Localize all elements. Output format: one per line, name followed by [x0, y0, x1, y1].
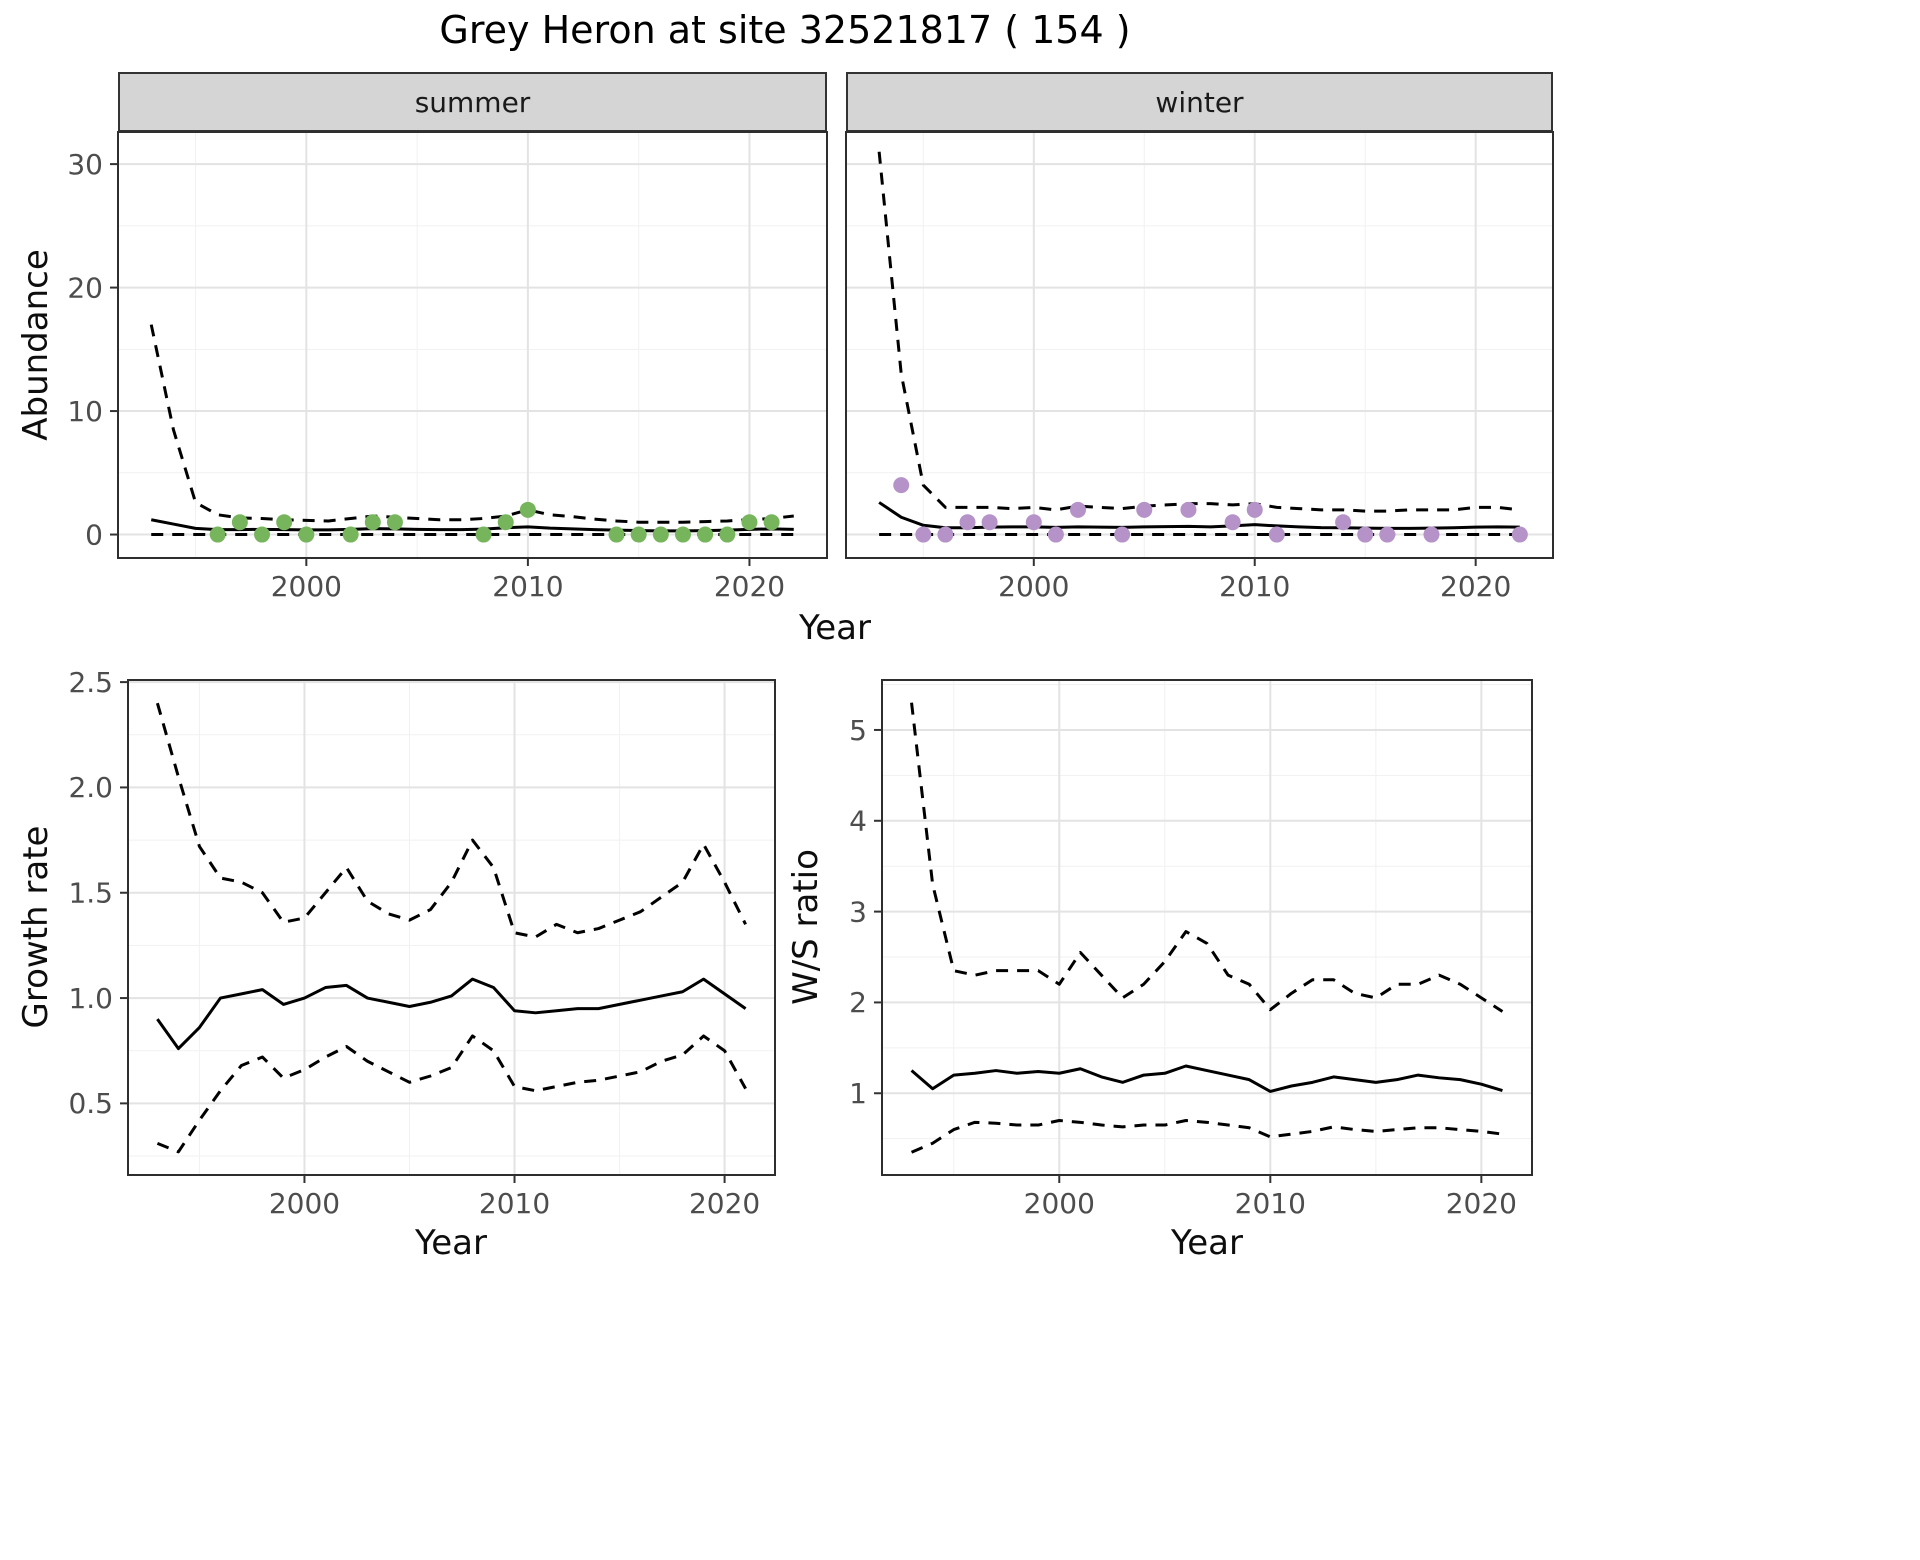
abundance-summer-observed-point [298, 526, 315, 543]
facet-strip-summer: summer [118, 72, 827, 132]
abundance-winter-observed-point [1136, 501, 1153, 518]
ws-ratio-upper-ci-line [910, 702, 1504, 1013]
abundance-winter-panel: 2000 2010 2020 [845, 131, 1554, 603]
abundance-winter-observed-point [1357, 526, 1374, 543]
ws-ratio-lower-ci-line [910, 1119, 1503, 1154]
ws-ratio-y-tick-label: 5 [849, 714, 867, 747]
abundance-winter-observed-point [959, 514, 976, 531]
abundance-summer-x-tick-label: 2010 [492, 570, 563, 603]
ws-ratio-axis-label: W/S ratio [786, 849, 826, 1005]
abundance-winter-observed-point [981, 514, 998, 531]
abundance-winter-observed-point [1268, 526, 1285, 543]
abundance-summer-y-tick-label: 30 [67, 148, 103, 181]
abundance-winter-observed-point [1069, 501, 1086, 518]
abundance-summer-y-tick-label: 20 [67, 271, 103, 304]
abundance-winter-observed-point [1047, 526, 1064, 543]
abundance-winter-upper-ci-line [877, 151, 1521, 513]
abundance-summer-observed-point [276, 514, 293, 531]
abundance-summer-panel: 2000 2010 2020 0 10 20 30 [67, 131, 828, 603]
growth-rate-y-tick-label: 1.0 [68, 982, 113, 1015]
growth-rate-lower-ci-line [156, 1034, 747, 1154]
abundance-summer-observed-point [254, 526, 271, 543]
abundance-summer-observed-point [719, 526, 736, 543]
abundance-winter-observed-point [1025, 514, 1042, 531]
ws-ratio-x-tick-label: 2020 [1446, 1187, 1517, 1220]
top-year-axis-label: Year [799, 608, 871, 648]
abundance-winter-x-tick-label: 2020 [1440, 570, 1511, 603]
growth-rate-x-tick-label: 2020 [689, 1187, 760, 1220]
ws-ratio-median-line [910, 1064, 1503, 1093]
abundance-summer-observed-point [342, 526, 359, 543]
ws-ratio-y-tick-label: 1 [849, 1077, 867, 1110]
abundance-summer-y-tick-label: 0 [85, 518, 103, 551]
growth-rate-median-line [156, 977, 747, 1051]
growth-rate-axis-label: Growth rate [16, 825, 56, 1029]
facet-strip-winter-label: winter [1155, 85, 1244, 119]
facet-strip-summer-label: summer [414, 85, 531, 119]
abundance-winter-x-tick-label: 2010 [1219, 570, 1290, 603]
growth-year-axis-label: Year [415, 1223, 487, 1263]
abundance-winter-observed-point [1224, 514, 1241, 531]
abundance-summer-observed-point [386, 514, 403, 531]
facet-strip-winter: winter [846, 72, 1553, 132]
abundance-summer-observed-point [652, 526, 669, 543]
abundance-summer-observed-point [475, 526, 492, 543]
abundance-summer-observed-point [674, 526, 691, 543]
abundance-winter-x-tick-label: 2000 [998, 570, 1069, 603]
abundance-summer-observed-point [608, 526, 625, 543]
abundance-winter-observed-point [937, 526, 954, 543]
growth-rate-x-tick-label: 2000 [269, 1187, 340, 1220]
abundance-summer-observed-point [697, 526, 714, 543]
abundance-summer-observed-point [209, 526, 226, 543]
ws-ratio-x-tick-label: 2010 [1235, 1187, 1306, 1220]
abundance-summer-observed-point [763, 514, 780, 531]
abundance-summer-x-tick-label: 2020 [714, 570, 785, 603]
abundance-summer-observed-point [364, 514, 381, 531]
abundance-summer-x-tick-label: 2000 [271, 570, 342, 603]
abundance-winter-observed-point [915, 526, 932, 543]
abundance-winter-observed-point [1114, 526, 1131, 543]
ws-ratio-y-tick-label: 4 [849, 805, 867, 838]
abundance-summer-observed-point [630, 526, 647, 543]
growth-rate-panel: 2000 2010 2020 0.5 1.0 1.5 2.0 2.5 [68, 666, 776, 1220]
abundance-summer-observed-point [497, 514, 514, 531]
abundance-summer-upper-ci-line [149, 324, 794, 524]
ws-ratio-x-tick-label: 2000 [1024, 1187, 1095, 1220]
abundance-winter-observed-point [1246, 501, 1263, 518]
abundance-summer-y-tick-label: 10 [67, 395, 103, 428]
growth-rate-x-tick-label: 2010 [479, 1187, 550, 1220]
growth-rate-y-tick-label: 2.0 [68, 771, 113, 804]
abundance-winter-observed-point [1511, 526, 1528, 543]
ws-ratio-panel: 2000 2010 2020 1 2 3 4 5 [849, 679, 1533, 1220]
abundance-winter-observed-point [1180, 501, 1197, 518]
abundance-winter-observed-point [1335, 514, 1352, 531]
chart-title: Grey Heron at site 32521817 ( 154 ) [439, 8, 1131, 52]
growth-rate-y-tick-label: 2.5 [68, 666, 113, 699]
growth-rate-y-tick-label: 0.5 [68, 1087, 113, 1120]
growth-rate-y-tick-label: 1.5 [68, 877, 113, 910]
abundance-summer-observed-point [231, 514, 248, 531]
abundance-winter-observed-point [1379, 526, 1396, 543]
abundance-winter-observed-point [1423, 526, 1440, 543]
abundance-summer-observed-point [741, 514, 758, 531]
abundance-summer-observed-point [519, 501, 536, 518]
ws-year-axis-label: Year [1171, 1223, 1243, 1263]
abundance-winter-observed-point [893, 477, 910, 494]
ws-ratio-y-tick-label: 3 [849, 895, 867, 928]
ws-ratio-y-tick-label: 2 [849, 986, 867, 1019]
abundance-axis-label: Abundance [16, 249, 56, 441]
